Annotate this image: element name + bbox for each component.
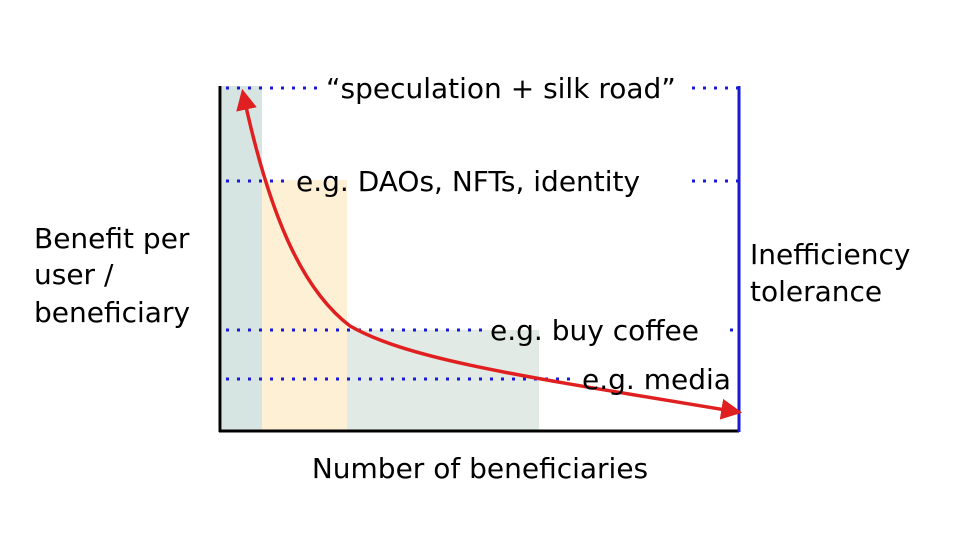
right-axis-label-line-1: Inefficiency <box>750 238 910 271</box>
tier-label-coffee: e.g. buy coffee <box>490 314 699 347</box>
y-axis-label-line-1: Benefit per <box>34 222 190 255</box>
tier-label-speculation: “speculation + silk road” <box>326 72 676 105</box>
benefit-curve <box>236 88 743 420</box>
right-axis-label-line-2: tolerance <box>750 275 882 308</box>
y-axis-label-line-2: user / <box>34 258 114 291</box>
tier-label-daos: e.g. DAOs, NFTs, identity <box>296 165 640 198</box>
tier-label-media: e.g. media <box>582 363 731 396</box>
x-axis-label: Number of beneficiaries <box>312 452 648 485</box>
band-daos-nfts <box>262 180 347 431</box>
y-axis-label-line-3: beneficiary <box>34 296 190 329</box>
